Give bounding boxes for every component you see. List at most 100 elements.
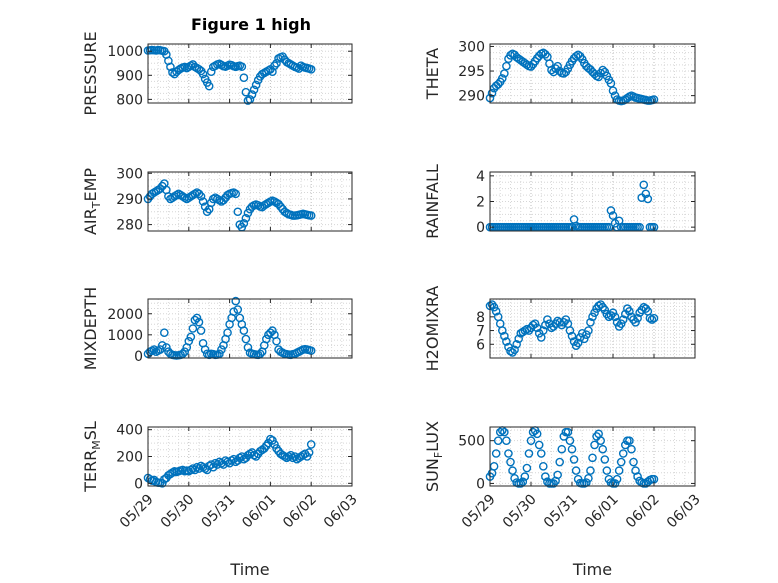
y-axis-label: RAINFALL bbox=[423, 164, 442, 239]
data-point bbox=[198, 197, 208, 206]
y-axis-label: THETA bbox=[423, 48, 442, 100]
data-point bbox=[639, 180, 649, 190]
data-point bbox=[239, 73, 249, 83]
data-point bbox=[149, 345, 159, 354]
y-axis-label: MIXDEPTH bbox=[81, 287, 100, 370]
data-point bbox=[516, 479, 526, 488]
data-point bbox=[306, 211, 316, 220]
data-point bbox=[557, 444, 567, 454]
data-point bbox=[491, 307, 501, 316]
x-axis-label: Time bbox=[572, 560, 612, 579]
data-point bbox=[266, 434, 275, 444]
data-point bbox=[500, 331, 509, 341]
data-point bbox=[160, 328, 169, 338]
data-point bbox=[500, 427, 509, 437]
data-point bbox=[625, 307, 634, 316]
data-point bbox=[495, 427, 505, 437]
data-point bbox=[563, 427, 573, 437]
y-axis-label: SUNFLUX bbox=[423, 421, 445, 492]
data-point bbox=[555, 457, 565, 467]
data-point bbox=[633, 472, 642, 481]
data-point bbox=[600, 455, 610, 464]
data-point bbox=[518, 477, 528, 487]
data-point bbox=[541, 50, 550, 59]
data-point bbox=[526, 62, 536, 71]
y-tick-label: 900 bbox=[116, 68, 143, 84]
data-point bbox=[487, 88, 497, 98]
data-point bbox=[598, 65, 608, 75]
data-point bbox=[506, 346, 515, 356]
y-tick-label: 1000 bbox=[107, 44, 143, 60]
data-point bbox=[600, 305, 610, 315]
data-point bbox=[491, 449, 501, 458]
data-point bbox=[608, 308, 618, 318]
data-point bbox=[612, 474, 622, 484]
y-tick-label: 4 bbox=[476, 169, 485, 185]
data-point bbox=[588, 453, 597, 463]
y-tick-label: 2 bbox=[476, 195, 485, 211]
data-point bbox=[178, 465, 187, 475]
data-point bbox=[288, 453, 298, 463]
data-point bbox=[270, 61, 279, 70]
y-tick-label: 200 bbox=[116, 450, 143, 466]
axes-box bbox=[489, 426, 696, 487]
data-point bbox=[255, 349, 265, 359]
data-point bbox=[541, 472, 550, 481]
data-point bbox=[569, 455, 579, 464]
axes-box bbox=[489, 43, 696, 104]
data-point bbox=[522, 463, 532, 473]
data-point bbox=[284, 452, 294, 461]
data-point bbox=[539, 462, 548, 471]
y-tick-label: 280 bbox=[116, 218, 143, 234]
data-point bbox=[549, 479, 558, 488]
axes-h2omixra: 678 H2OMIXRA bbox=[423, 286, 696, 372]
data-point bbox=[241, 334, 251, 344]
data-point bbox=[202, 207, 212, 217]
data-point bbox=[559, 69, 569, 78]
data-point bbox=[306, 64, 316, 74]
data-point bbox=[162, 343, 171, 352]
data-point bbox=[233, 305, 243, 314]
axes-box bbox=[489, 298, 696, 359]
data-point bbox=[645, 313, 655, 323]
data-point bbox=[223, 328, 232, 338]
data-point bbox=[239, 326, 249, 335]
data-point bbox=[561, 315, 571, 324]
data-point bbox=[649, 313, 659, 323]
data-point bbox=[272, 58, 281, 68]
data-point bbox=[633, 313, 642, 323]
data-point bbox=[304, 448, 314, 457]
data-point bbox=[547, 65, 556, 75]
data-point bbox=[502, 436, 511, 445]
data-point bbox=[586, 466, 595, 475]
data-point bbox=[530, 319, 540, 329]
data-point bbox=[249, 450, 259, 460]
data-point bbox=[186, 332, 196, 342]
axes-theta: 290 295 300 THETA bbox=[423, 39, 696, 106]
data-point bbox=[493, 436, 503, 445]
data-point bbox=[641, 189, 651, 199]
data-point bbox=[528, 427, 538, 437]
data-point bbox=[268, 436, 277, 445]
y-axis-label: H2OMIXRA bbox=[423, 286, 442, 372]
data-point bbox=[235, 220, 245, 229]
data-point bbox=[647, 315, 657, 324]
data-point bbox=[504, 449, 513, 458]
data-point bbox=[243, 343, 253, 352]
data-point bbox=[522, 324, 532, 334]
data-point bbox=[280, 452, 289, 461]
data-point bbox=[506, 457, 515, 467]
y-tick-label: 6 bbox=[476, 337, 485, 353]
data-point bbox=[567, 331, 577, 341]
y-tick-label: 0 bbox=[476, 476, 485, 492]
data-point bbox=[502, 337, 511, 346]
data-point bbox=[204, 81, 214, 91]
data-point bbox=[157, 341, 167, 350]
data-point bbox=[190, 315, 200, 325]
data-point bbox=[239, 218, 249, 228]
y-axis-label: AIRTEMP bbox=[81, 168, 103, 235]
data-point bbox=[241, 213, 251, 223]
data-point bbox=[627, 444, 636, 454]
data-point bbox=[168, 468, 177, 477]
